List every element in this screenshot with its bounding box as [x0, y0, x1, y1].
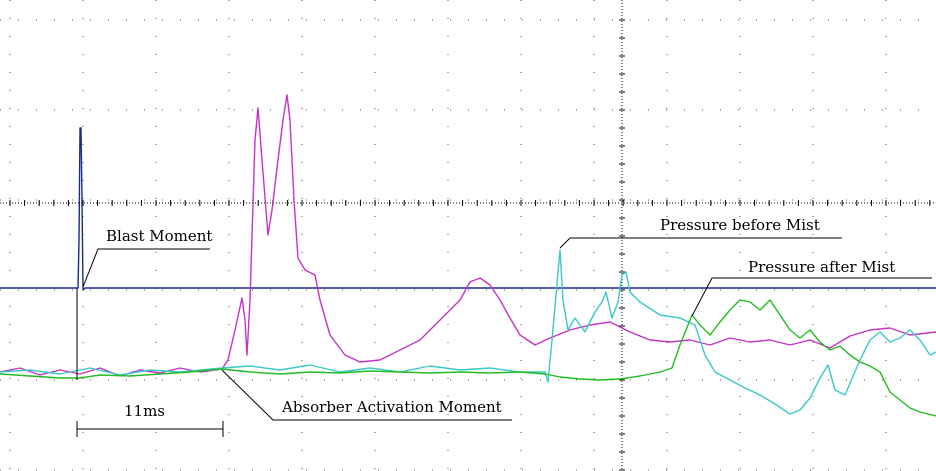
- pressure-after-mist-trace: [0, 299, 936, 417]
- pressure-after-mist-label: Pressure after Mist: [748, 258, 895, 276]
- blast-moment-label: Blast Moment: [106, 227, 212, 245]
- absorber-activation-label: Absorber Activation Moment: [281, 398, 502, 416]
- pressure-before-mist-leader: [559, 237, 842, 249]
- pressure-before-mist-trace: [0, 249, 936, 415]
- time-scale-label: 11ms: [124, 402, 165, 420]
- signal-traces: [0, 94, 936, 417]
- blast-moment-leader: [82, 248, 210, 288]
- callout-lines: [76, 237, 932, 437]
- blast-trace: [0, 127, 936, 291]
- pressure-before-mist-label: Pressure before Mist: [660, 216, 820, 234]
- pressure-after-mist-leader: [691, 277, 932, 317]
- absorber-activation-leader: [221, 369, 512, 421]
